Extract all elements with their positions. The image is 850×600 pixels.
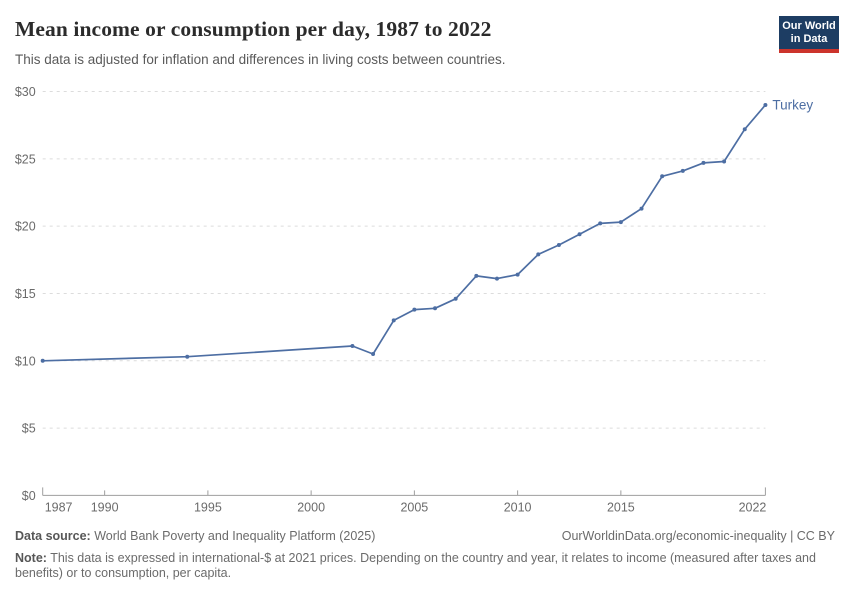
y-tick-label: $30	[15, 85, 36, 99]
x-tick-label: 1995	[194, 500, 222, 514]
data-point[interactable]	[474, 273, 479, 278]
data-point[interactable]	[680, 168, 685, 173]
x-tick-label: 1990	[91, 500, 119, 514]
data-point[interactable]	[598, 221, 603, 226]
data-point[interactable]	[391, 318, 396, 323]
data-point[interactable]	[40, 358, 45, 363]
y-tick-label: $5	[22, 422, 36, 436]
data-source: Data source: World Bank Poverty and Ineq…	[15, 529, 376, 543]
data-point[interactable]	[185, 354, 190, 359]
data-point[interactable]	[433, 306, 438, 311]
data-source-label: Data source:	[15, 529, 91, 543]
owid-logo-redbar	[779, 49, 839, 53]
y-tick-label: $10	[15, 354, 36, 368]
chart-footer: Data source: World Bank Poverty and Ineq…	[15, 529, 835, 582]
x-tick-label: 2005	[400, 500, 428, 514]
data-point[interactable]	[412, 307, 417, 312]
data-point[interactable]	[371, 352, 376, 356]
data-point[interactable]	[515, 272, 520, 277]
y-tick-label: $15	[15, 287, 36, 301]
data-point[interactable]	[639, 206, 644, 211]
data-point[interactable]	[701, 160, 706, 165]
x-tick-label: 1987	[45, 500, 73, 514]
x-tick-label: 2022	[739, 500, 767, 514]
data-point[interactable]	[618, 220, 623, 225]
x-tick-label: 2015	[607, 500, 635, 514]
line-chart[interactable]: $0 $5 $10 $15 $20 $25 $30 1987 1990 1995 2000 2005 2…	[0, 80, 850, 525]
y-tick-label: $20	[15, 220, 36, 234]
data-point[interactable]	[763, 103, 768, 107]
data-point[interactable]	[536, 252, 541, 257]
data-point[interactable]	[742, 127, 747, 132]
chart-subtitle: This data is adjusted for inflation and …	[15, 52, 506, 67]
owid-url-link[interactable]: OurWorldinData.org/economic-inequality |…	[561, 529, 835, 543]
series-line-turkey[interactable]	[41, 104, 767, 362]
owid-logo-text: Our World in Data	[779, 16, 839, 49]
chart-title: Mean income or consumption per day, 1987…	[15, 17, 492, 41]
data-point[interactable]	[660, 174, 665, 179]
data-point[interactable]	[556, 243, 561, 247]
y-tick-label: $0	[22, 489, 36, 503]
data-point[interactable]	[494, 276, 499, 281]
data-point[interactable]	[350, 344, 355, 348]
note-label: Note:	[15, 550, 47, 565]
data-point[interactable]	[453, 296, 458, 301]
x-tick-label: 2000	[297, 500, 325, 514]
chart-note: Note: This data is expressed in internat…	[15, 550, 816, 581]
data-point[interactable]	[577, 232, 582, 237]
chart-header: Mean income or consumption per day, 1987…	[0, 0, 850, 80]
data-point[interactable]	[722, 159, 727, 164]
entity-label[interactable]: Turkey	[772, 97, 813, 112]
y-tick-label: $25	[15, 152, 36, 166]
owid-logo[interactable]: Our World in Data	[779, 16, 839, 53]
line-chart-svg: $0 $5 $10 $15 $20 $25 $30 1987 1990 1995 2000 2005 2…	[15, 85, 814, 514]
x-tick-label: 2010	[504, 500, 532, 514]
